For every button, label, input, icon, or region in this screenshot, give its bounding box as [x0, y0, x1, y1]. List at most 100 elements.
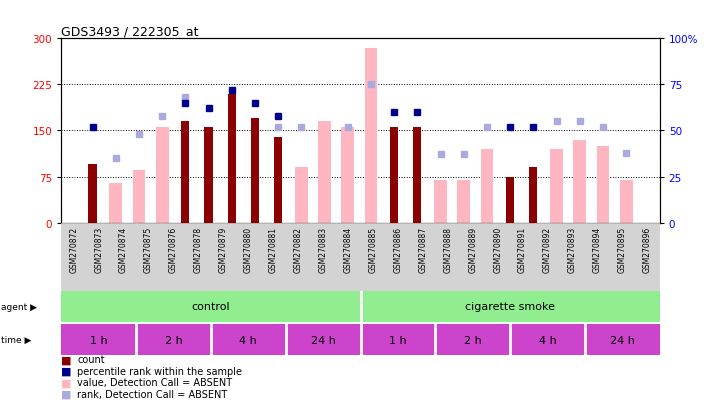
Text: 1 h: 1 h — [389, 335, 407, 345]
Bar — [186, 223, 211, 291]
Bar — [205, 128, 213, 223]
Text: value, Detection Call = ABSENT: value, Detection Call = ABSENT — [77, 377, 232, 387]
Text: GSM270889: GSM270889 — [468, 226, 477, 273]
Bar — [295, 168, 308, 223]
Bar — [510, 324, 585, 355]
Text: GSM270878: GSM270878 — [194, 226, 203, 273]
Text: GSM270880: GSM270880 — [244, 226, 253, 273]
Bar — [460, 223, 485, 291]
Bar — [485, 223, 510, 291]
Text: GSM270887: GSM270887 — [418, 226, 428, 273]
Text: ■: ■ — [61, 377, 72, 387]
Bar — [410, 223, 435, 291]
Bar — [620, 180, 632, 223]
Text: GSM270892: GSM270892 — [543, 226, 552, 273]
Text: 2 h: 2 h — [464, 335, 482, 345]
Text: GSM270882: GSM270882 — [293, 226, 303, 272]
Bar — [318, 122, 331, 223]
Bar — [596, 147, 609, 223]
Bar — [89, 165, 97, 223]
Text: 4 h: 4 h — [239, 335, 257, 345]
Text: GSM270890: GSM270890 — [493, 226, 502, 273]
Bar — [550, 150, 563, 223]
Bar — [87, 223, 111, 291]
Text: cigarette smoke: cigarette smoke — [465, 301, 555, 312]
Bar — [435, 223, 460, 291]
Text: count: count — [77, 354, 105, 364]
Text: GSM270896: GSM270896 — [642, 226, 652, 273]
Text: ■: ■ — [61, 366, 72, 376]
Text: ■: ■ — [61, 354, 72, 364]
Text: 24 h: 24 h — [610, 335, 634, 345]
Bar — [560, 223, 585, 291]
Bar — [360, 223, 386, 291]
Bar — [161, 223, 186, 291]
Bar — [610, 223, 634, 291]
Bar — [111, 223, 136, 291]
Bar — [529, 168, 537, 223]
Bar — [61, 291, 360, 322]
Text: GSM270873: GSM270873 — [94, 226, 103, 273]
Text: GSM270881: GSM270881 — [269, 226, 278, 272]
Text: GSM270872: GSM270872 — [69, 226, 79, 273]
Text: GSM270894: GSM270894 — [593, 226, 602, 273]
Text: GSM270888: GSM270888 — [443, 226, 452, 272]
Text: GSM270883: GSM270883 — [319, 226, 327, 273]
Bar — [585, 324, 660, 355]
Bar — [61, 324, 136, 355]
Bar — [457, 180, 470, 223]
Bar — [481, 150, 493, 223]
Text: time ▶: time ▶ — [1, 335, 32, 344]
Bar — [360, 291, 660, 322]
Bar — [390, 128, 398, 223]
Text: ■: ■ — [61, 389, 72, 399]
Bar — [61, 223, 87, 291]
Bar — [274, 137, 282, 223]
Text: GSM270891: GSM270891 — [518, 226, 527, 273]
Bar — [181, 122, 190, 223]
Bar — [434, 180, 447, 223]
Bar — [573, 140, 586, 223]
Text: 1 h: 1 h — [90, 335, 107, 345]
Text: GSM270885: GSM270885 — [368, 226, 378, 273]
Text: GSM270886: GSM270886 — [394, 226, 402, 273]
Bar — [585, 223, 610, 291]
Bar — [506, 177, 514, 223]
Bar — [211, 223, 236, 291]
Text: rank, Detection Call = ABSENT: rank, Detection Call = ABSENT — [77, 389, 227, 399]
Text: 24 h: 24 h — [311, 335, 335, 345]
Bar — [634, 223, 660, 291]
Bar — [156, 128, 169, 223]
Text: 4 h: 4 h — [539, 335, 557, 345]
Text: GSM270876: GSM270876 — [169, 226, 178, 273]
Bar — [261, 223, 286, 291]
Bar — [286, 324, 360, 355]
Bar — [228, 95, 236, 223]
Text: GSM270879: GSM270879 — [219, 226, 228, 273]
Bar — [365, 48, 377, 223]
Bar — [435, 324, 510, 355]
Text: percentile rank within the sample: percentile rank within the sample — [77, 366, 242, 376]
Bar — [335, 223, 360, 291]
Bar — [386, 223, 410, 291]
Bar — [286, 223, 311, 291]
Text: control: control — [192, 301, 230, 312]
Bar — [535, 223, 560, 291]
Bar — [251, 119, 259, 223]
Bar — [136, 324, 211, 355]
Bar — [341, 128, 354, 223]
Bar — [413, 128, 421, 223]
Bar — [110, 183, 122, 223]
Bar — [360, 324, 435, 355]
Text: GSM270895: GSM270895 — [618, 226, 627, 273]
Text: GSM270893: GSM270893 — [568, 226, 577, 273]
Text: 2 h: 2 h — [164, 335, 182, 345]
Bar — [236, 223, 261, 291]
Bar — [311, 223, 335, 291]
Bar — [136, 223, 161, 291]
Text: GSM270875: GSM270875 — [144, 226, 153, 273]
Bar — [211, 324, 286, 355]
Text: GSM270874: GSM270874 — [119, 226, 128, 273]
Text: agent ▶: agent ▶ — [1, 302, 37, 311]
Text: GSM270884: GSM270884 — [343, 226, 353, 273]
